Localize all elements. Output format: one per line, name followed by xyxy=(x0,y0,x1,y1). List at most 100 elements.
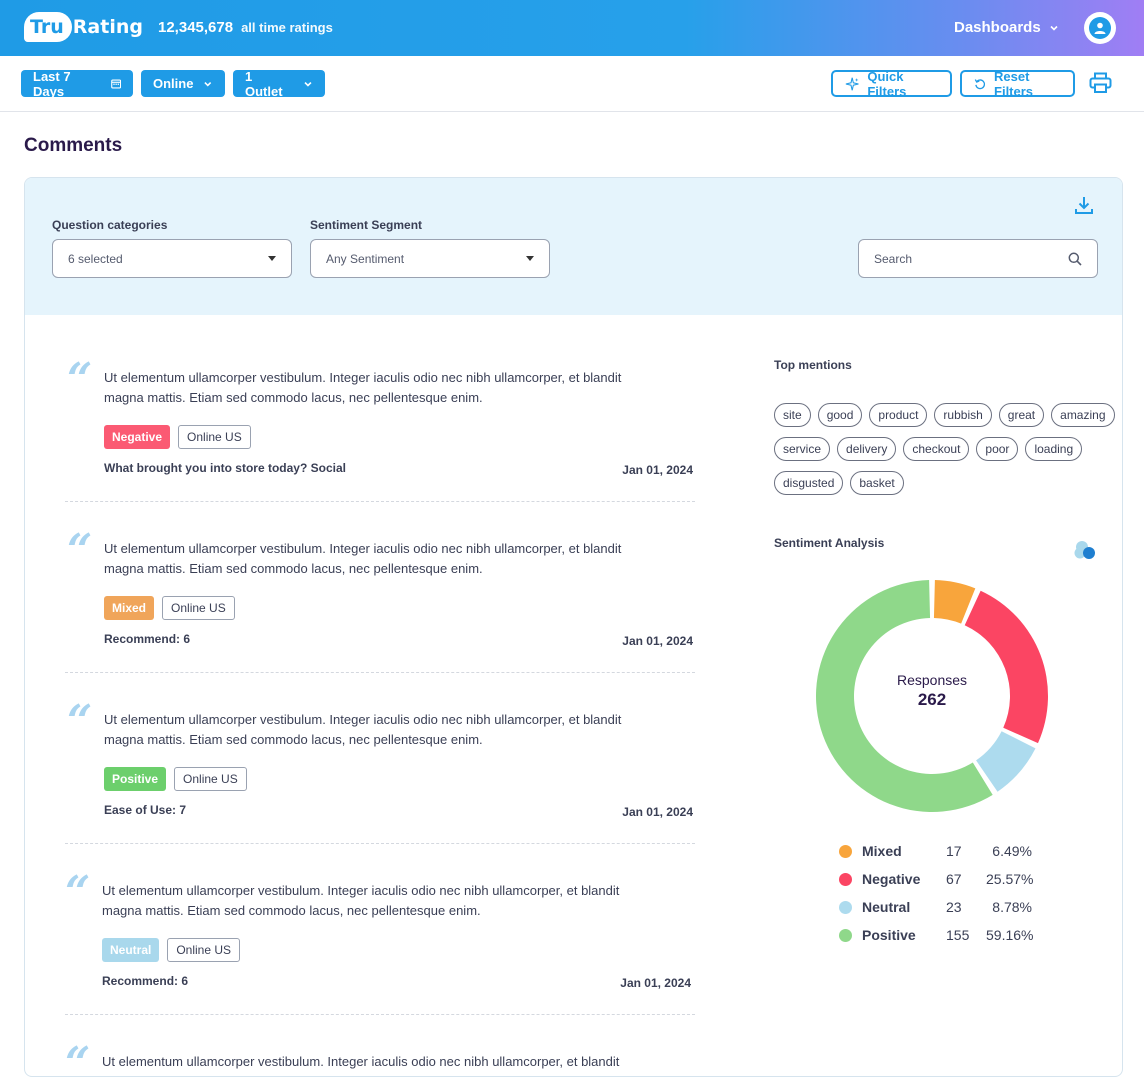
categories-label: Question categories xyxy=(52,218,168,232)
comment-item: “ Ut elementum ullamcorper vestibulum. I… xyxy=(65,354,695,478)
legend-count: 17 xyxy=(946,843,962,859)
mention-tag[interactable]: amazing xyxy=(1051,403,1115,427)
mention-tag[interactable]: good xyxy=(817,403,863,427)
calendar-icon xyxy=(110,79,121,89)
mention-tag[interactable]: checkout xyxy=(903,437,970,461)
donut-slice-mixed[interactable] xyxy=(933,580,976,624)
sentiment-segment-label: Sentiment Segment xyxy=(310,218,423,232)
legend-label: Neutral xyxy=(862,899,911,915)
reset-filters-button[interactable]: Reset Filters xyxy=(960,68,1075,99)
comments-card: Question categories 6 selected Sentiment… xyxy=(24,177,1123,1077)
legend-dot xyxy=(839,844,852,858)
date-range-label: Last 7 Days xyxy=(33,68,71,99)
mention-tag[interactable]: disgusted xyxy=(774,471,844,495)
comment-tags: Mixed Online US xyxy=(104,596,235,620)
comment-tags: Negative Online US xyxy=(104,425,251,449)
ratings-count: 12,345,678 xyxy=(158,19,234,36)
dashboards-label: Dashboards xyxy=(954,19,1041,36)
comment-item: “ Ut elementum ullamcorper vestibulum. I… xyxy=(65,700,695,820)
comment-divider xyxy=(65,1014,695,1015)
sentiment-legend: Mixed 17 6.49% Negative 67 25.57% Neutra… xyxy=(839,837,1039,949)
legend-count: 23 xyxy=(946,899,962,915)
mention-tag[interactable]: delivery xyxy=(837,437,897,461)
comments-filter-panel: Question categories 6 selected Sentiment… xyxy=(25,178,1122,315)
mention-tag[interactable]: great xyxy=(998,403,1045,427)
comment-divider xyxy=(65,843,695,844)
user-avatar[interactable] xyxy=(1084,12,1116,44)
mention-tag[interactable]: basket xyxy=(850,471,904,495)
dashboards-menu[interactable]: Dashboards xyxy=(954,19,1059,36)
donut-slice-negative[interactable] xyxy=(964,590,1048,744)
outlet-dropdown[interactable]: 1 Outlet xyxy=(233,69,325,99)
reset-filters-label: Reset Filters xyxy=(994,68,1034,99)
logo-tru: Tru xyxy=(24,12,72,42)
quote-icon: “ xyxy=(67,354,93,405)
mention-tag[interactable]: poor xyxy=(976,437,1019,461)
donut-slice-positive[interactable] xyxy=(816,580,993,812)
chart-type-icon[interactable] xyxy=(1074,539,1098,563)
print-icon[interactable] xyxy=(1089,72,1112,94)
quote-icon: “ xyxy=(65,867,91,918)
mention-tag[interactable]: product xyxy=(869,403,928,427)
comment-text: Ut elementum ullamcorper vestibulum. Int… xyxy=(104,541,622,576)
comment-text: Ut elementum ullamcorper vestibulum. Int… xyxy=(102,1054,620,1076)
legend-dot xyxy=(839,900,852,914)
search-placeholder: Search xyxy=(874,251,913,266)
trurating-logo[interactable]: Tru Rating xyxy=(24,11,143,43)
mention-tag[interactable]: rubbish xyxy=(934,403,992,427)
outlet-badge: Online US xyxy=(167,938,241,962)
donut-slice-neutral[interactable] xyxy=(976,731,1036,792)
date-range-button[interactable]: Last 7 Days xyxy=(21,68,133,99)
ratings-label: all time ratings xyxy=(241,20,333,35)
sentiment-analysis-title: Sentiment Analysis xyxy=(774,536,885,550)
channel-label: Online xyxy=(153,76,194,91)
chevron-down-icon xyxy=(1050,25,1058,31)
comment-divider xyxy=(65,501,695,502)
top-mentions-list: site good product rubbish great amazing … xyxy=(774,403,1119,495)
search-input[interactable]: Search xyxy=(858,239,1098,278)
legend-percent: 59.16% xyxy=(986,927,1034,943)
sentiment-badge: Positive xyxy=(104,767,167,791)
legend-count: 67 xyxy=(946,871,962,887)
responses-value: 262 xyxy=(917,690,947,709)
logo-rating: Rating xyxy=(72,16,143,38)
page-title: Comments xyxy=(24,135,123,156)
legend-percent: 6.49% xyxy=(992,843,1032,859)
filter-bar: Last 7 Days Online 1 Outlet Quick Filter… xyxy=(0,56,1144,112)
search-icon xyxy=(1068,252,1082,266)
sparkle-icon xyxy=(845,77,859,90)
mention-tag[interactable]: loading xyxy=(1025,437,1083,461)
channel-dropdown[interactable]: Online xyxy=(141,70,225,97)
chevron-down-icon xyxy=(304,81,312,87)
all-time-ratings: 12,345,678 all time ratings xyxy=(158,19,333,36)
quick-filters-label: Quick Filters xyxy=(867,68,907,99)
comment-text: Ut elementum ullamcorper vestibulum. Int… xyxy=(104,712,622,747)
responses-label: Responses xyxy=(896,672,968,688)
caret-down-icon xyxy=(268,256,276,261)
sentiment-donut-chart xyxy=(816,580,1048,812)
download-icon[interactable] xyxy=(1074,195,1094,215)
user-icon xyxy=(1089,17,1111,39)
legend-percent: 8.78% xyxy=(992,899,1032,915)
legend-label: Positive xyxy=(862,927,916,943)
reset-icon xyxy=(974,78,986,89)
chevron-down-icon xyxy=(204,81,212,87)
comment-item: “ Ut elementum ullamcorper vestibulum. I… xyxy=(63,1042,693,1077)
categories-select[interactable]: 6 selected xyxy=(52,239,292,278)
quick-filters-button[interactable]: Quick Filters xyxy=(831,68,952,99)
outlet-badge: Online US xyxy=(174,767,247,791)
top-bar: Tru Rating 12,345,678 all time ratings D… xyxy=(0,0,1144,56)
legend-row-negative: Negative 67 25.57% xyxy=(839,865,1039,893)
legend-dot xyxy=(839,928,852,942)
sentiment-segment-select[interactable]: Any Sentiment xyxy=(310,239,550,278)
comment-tags: Neutral Online US xyxy=(102,938,241,962)
mention-tag[interactable]: service xyxy=(774,437,831,461)
legend-label: Mixed xyxy=(862,843,902,859)
comment-text: Ut elementum ullamcorper vestibulum. Int… xyxy=(102,883,620,918)
legend-row-neutral: Neutral 23 8.78% xyxy=(839,893,1039,921)
legend-count: 155 xyxy=(946,927,970,943)
mention-tag[interactable]: site xyxy=(774,403,811,427)
legend-label: Negative xyxy=(862,871,921,887)
comment-question: Recommend: 6 xyxy=(104,632,191,646)
sentiment-badge: Neutral xyxy=(102,938,160,962)
